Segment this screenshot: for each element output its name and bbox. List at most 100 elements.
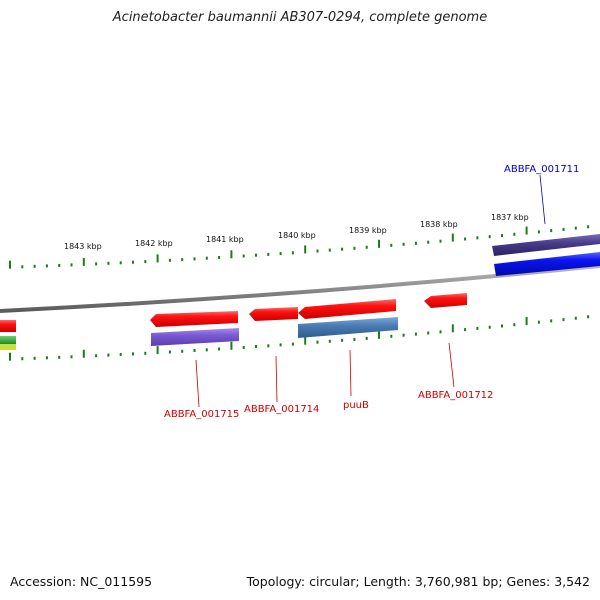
upper-scale-tick xyxy=(168,258,171,262)
upper-scale-tick xyxy=(414,241,417,245)
scale-labels: 1843 kbp 1842 kbp 1841 kbp 1840 kbp 1839… xyxy=(64,213,529,251)
upper-scale-tick xyxy=(156,254,159,263)
upper-scale-tick xyxy=(304,245,307,254)
upper-scale-tick xyxy=(476,236,479,240)
lower-scale-tick xyxy=(82,349,85,358)
gene-left-yellow[interactable] xyxy=(0,344,16,350)
upper-scale-tick xyxy=(70,263,73,267)
lower-scale-tick xyxy=(353,337,356,341)
callout-abbfa-001715[interactable]: ABBFA_001715 xyxy=(164,409,239,420)
upper-scale-tick xyxy=(58,263,61,267)
lower-scale-tick xyxy=(587,315,590,319)
lower-scale-tick xyxy=(488,325,491,329)
lower-scale-tick xyxy=(144,351,147,355)
gene-abbfa-001715-arrow[interactable] xyxy=(150,311,238,327)
scale-label-1841: 1841 kbp xyxy=(206,235,244,244)
upper-scale-tick xyxy=(378,239,380,248)
lower-scale-tick xyxy=(365,336,368,340)
callout-abbfa-001711[interactable]: ABBFA_001711 xyxy=(504,164,579,175)
upper-scale-tick xyxy=(242,254,245,258)
upper-scale-tick xyxy=(205,256,208,260)
upper-scale-tick xyxy=(353,246,356,250)
lower-scale-tick xyxy=(537,320,540,324)
lower-scale-tick xyxy=(267,344,270,348)
upper-scale-tick xyxy=(9,260,11,269)
lower-scale-tick xyxy=(95,354,98,358)
gene-abbfa-001714[interactable] xyxy=(249,307,298,321)
upper-scale-tick xyxy=(230,250,233,259)
callout-puub[interactable]: puuB xyxy=(343,400,369,411)
gene-forward-blue[interactable] xyxy=(494,252,600,276)
lower-scale-tick xyxy=(193,349,196,352)
upper-scale-tick xyxy=(181,258,184,262)
lower-scale-tick xyxy=(255,345,257,349)
lower-scale-tick xyxy=(58,355,61,359)
lower-scale-tick xyxy=(304,336,307,345)
lower-scale-tick xyxy=(574,316,577,320)
callout-abbfa-001714[interactable]: ABBFA_001714 xyxy=(244,404,319,415)
lower-scale-tick xyxy=(402,333,405,337)
lower-scale-tick xyxy=(45,356,48,360)
lower-scale-tick xyxy=(21,357,24,361)
lower-scale-tick xyxy=(414,332,417,336)
gene-abbfa-001712[interactable] xyxy=(424,293,467,308)
lower-scale-tick xyxy=(9,352,11,361)
upper-scale-tick xyxy=(316,249,319,253)
callout-line-abbfa-001711 xyxy=(539,174,546,225)
lower-scale-tick xyxy=(550,319,553,323)
lower-scale-tick xyxy=(341,338,344,342)
upper-scale-tick xyxy=(390,243,393,247)
lower-scale-ticks xyxy=(9,315,590,361)
gene-abbfa-001715[interactable] xyxy=(151,328,239,346)
upper-scale-tick xyxy=(525,226,528,235)
upper-scale-tick xyxy=(402,242,405,246)
lower-scale-tick xyxy=(156,346,159,355)
lower-scale-tick xyxy=(464,328,467,332)
lower-scale-tick xyxy=(451,324,454,333)
upper-scale-ticks xyxy=(9,225,590,269)
lower-scale-tick xyxy=(328,339,331,343)
upper-scale-tick xyxy=(218,256,221,259)
upper-scale-tick xyxy=(574,226,577,230)
lower-scale-tick xyxy=(218,347,221,351)
lower-scale-tick xyxy=(168,350,171,354)
genome-summary-text: Topology: circular; Length: 3,760,981 bp… xyxy=(246,574,590,589)
upper-scale-tick xyxy=(21,265,24,269)
gene-left-red[interactable] xyxy=(0,320,16,332)
gene-abbfa-001711[interactable] xyxy=(492,234,600,256)
lower-scale-tick xyxy=(132,352,134,356)
upper-scale-tick xyxy=(95,262,98,266)
lower-scale-tick xyxy=(279,343,282,347)
lower-scale-tick xyxy=(230,341,233,350)
upper-scale-tick xyxy=(45,264,48,268)
upper-scale-tick xyxy=(119,261,122,265)
lower-scale-tick xyxy=(33,356,36,360)
upper-scale-tick xyxy=(439,239,442,243)
scale-label-1843: 1843 kbp xyxy=(64,242,102,251)
upper-scale-tick xyxy=(144,260,147,264)
upper-scale-tick xyxy=(193,257,196,261)
upper-scale-tick xyxy=(587,225,590,229)
upper-scale-tick xyxy=(291,251,294,255)
lower-scale-tick xyxy=(70,355,73,359)
gene-left-green[interactable] xyxy=(0,336,16,344)
upper-scale-tick xyxy=(550,229,553,233)
upper-scale-tick xyxy=(513,232,516,236)
gene-puub-arrow[interactable] xyxy=(298,299,396,319)
callout-abbfa-001712[interactable]: ABBFA_001712 xyxy=(418,390,493,401)
upper-scale-tick xyxy=(501,234,503,237)
upper-scale-tick xyxy=(255,253,257,257)
gene-puub[interactable] xyxy=(298,317,398,338)
callout-line-abbfa-001712 xyxy=(448,342,455,388)
lower-scale-tick xyxy=(205,348,208,352)
lower-scale-tick xyxy=(378,330,380,339)
upper-scale-tick xyxy=(365,245,368,249)
accession-text: Accession: NC_011595 xyxy=(10,574,153,589)
scale-label-1837: 1837 kbp xyxy=(491,213,529,222)
lower-scale-tick xyxy=(119,353,122,356)
upper-scale-tick xyxy=(488,235,491,239)
lower-scale-tick xyxy=(181,349,184,353)
lower-scale-tick xyxy=(525,317,528,325)
upper-scale-tick xyxy=(328,248,331,252)
